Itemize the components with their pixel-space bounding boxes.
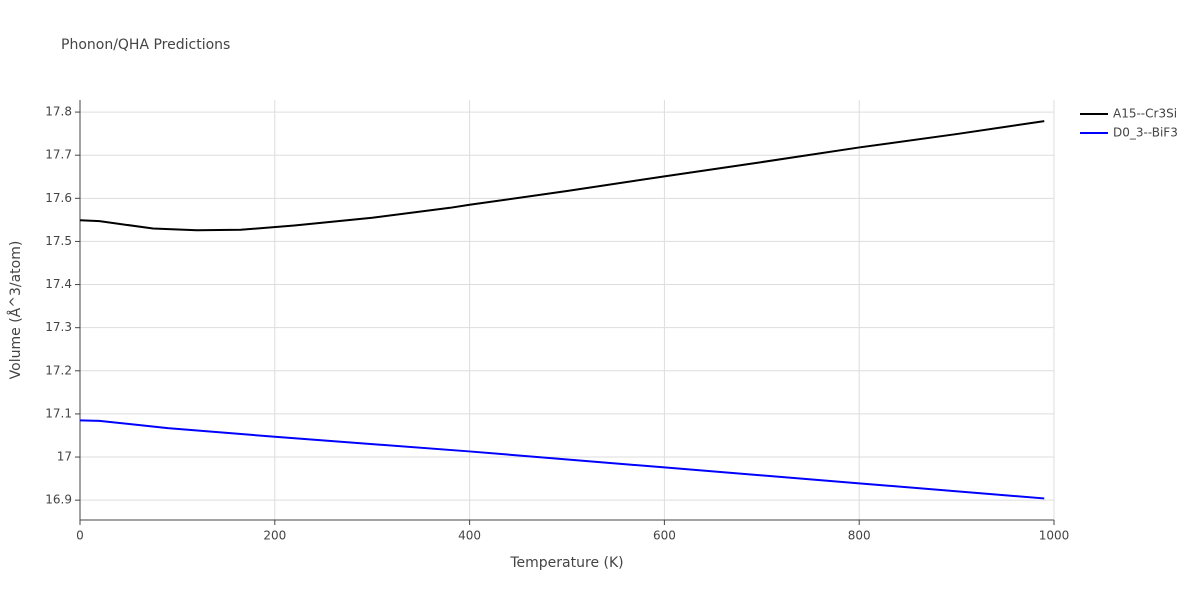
line bbox=[79, 419, 1045, 500]
y-tick-label: 17 bbox=[57, 450, 72, 464]
x-tick-label: 0 bbox=[76, 529, 84, 543]
x-tick-label: 1000 bbox=[1039, 529, 1070, 543]
line bbox=[79, 120, 1045, 232]
chart-title: Phonon/QHA Predictions bbox=[61, 37, 230, 53]
y-tick-label: 17.4 bbox=[45, 277, 72, 291]
x-tick-label: 800 bbox=[848, 529, 871, 543]
y-tick-label: 17.5 bbox=[45, 234, 72, 248]
x-tick-label: 400 bbox=[458, 529, 481, 543]
x-axis-label: Temperature (K) bbox=[509, 555, 623, 571]
y-axis-label: Volume (Å^3/atom) bbox=[7, 241, 24, 380]
y-tick-label: 17.8 bbox=[45, 105, 72, 119]
y-tick-label: 17.6 bbox=[45, 191, 72, 205]
y-tick-label: 17.2 bbox=[45, 363, 72, 377]
legend-label: D0_3--BiF3 bbox=[1113, 126, 1178, 140]
x-tick-label: 200 bbox=[263, 529, 286, 543]
y-tick-label: 17.7 bbox=[45, 148, 72, 162]
y-tick-label: 17.1 bbox=[45, 406, 72, 420]
legend-label: A15--Cr3Si bbox=[1113, 107, 1177, 121]
y-tick-label: 16.9 bbox=[45, 493, 72, 507]
y-tick-label: 17.3 bbox=[45, 320, 72, 334]
x-tick-label: 600 bbox=[653, 529, 676, 543]
